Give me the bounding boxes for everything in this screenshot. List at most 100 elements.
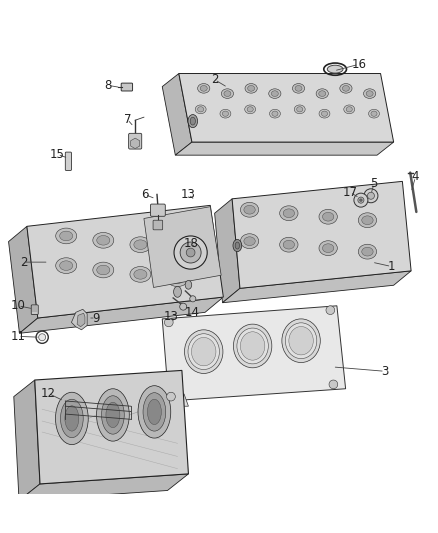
Ellipse shape [268,89,281,99]
Ellipse shape [185,280,192,289]
Text: 5: 5 [370,177,378,190]
Ellipse shape [138,386,171,438]
Ellipse shape [293,84,305,93]
Polygon shape [215,199,240,303]
Circle shape [354,193,368,207]
Ellipse shape [97,236,110,245]
Ellipse shape [237,328,268,364]
Circle shape [186,248,195,257]
Ellipse shape [245,105,256,114]
Ellipse shape [195,105,206,114]
Ellipse shape [190,117,195,125]
Ellipse shape [282,319,320,362]
Circle shape [367,192,374,199]
Text: 10: 10 [11,300,25,312]
Polygon shape [175,142,394,155]
Ellipse shape [200,85,207,91]
Ellipse shape [56,392,88,445]
Ellipse shape [289,327,313,355]
Circle shape [364,189,378,203]
Ellipse shape [295,85,302,91]
Ellipse shape [269,109,280,118]
Ellipse shape [56,258,77,273]
FancyBboxPatch shape [121,83,133,91]
Ellipse shape [171,274,184,284]
Ellipse shape [106,402,120,427]
Ellipse shape [322,212,334,221]
Text: 3: 3 [381,365,389,378]
Circle shape [166,392,175,401]
Ellipse shape [343,85,350,91]
Text: 12: 12 [40,386,55,400]
Circle shape [360,199,362,201]
Circle shape [326,306,335,314]
Circle shape [180,242,201,263]
Polygon shape [19,297,223,333]
Ellipse shape [220,109,231,118]
Ellipse shape [247,85,254,91]
Ellipse shape [286,323,317,359]
Ellipse shape [167,271,188,287]
Ellipse shape [93,232,114,248]
Text: 2: 2 [211,73,219,86]
Ellipse shape [322,244,334,253]
Text: 8: 8 [104,79,111,92]
Ellipse shape [171,244,184,254]
Ellipse shape [368,109,379,118]
Text: 13: 13 [163,310,178,323]
Ellipse shape [358,244,377,259]
FancyBboxPatch shape [150,204,165,216]
Ellipse shape [247,107,253,112]
Polygon shape [232,181,411,288]
Circle shape [39,334,46,341]
Polygon shape [223,271,411,303]
Ellipse shape [102,395,124,434]
Ellipse shape [358,213,377,228]
Ellipse shape [235,242,240,249]
Ellipse shape [60,261,73,270]
Ellipse shape [319,109,330,118]
Text: 17: 17 [343,186,357,199]
Circle shape [358,197,364,203]
Polygon shape [162,306,346,401]
Ellipse shape [173,286,181,297]
Ellipse shape [60,231,73,241]
FancyBboxPatch shape [65,152,71,171]
Ellipse shape [244,205,255,214]
Ellipse shape [371,111,377,116]
Ellipse shape [130,237,151,253]
Ellipse shape [271,91,278,96]
Ellipse shape [223,111,229,116]
Ellipse shape [240,203,259,217]
Ellipse shape [321,111,328,116]
Ellipse shape [272,111,278,116]
Ellipse shape [188,115,198,128]
Ellipse shape [143,393,166,431]
Ellipse shape [280,237,298,252]
Ellipse shape [233,324,272,368]
Text: 11: 11 [11,330,26,343]
Polygon shape [144,207,221,287]
Circle shape [164,318,173,327]
Ellipse shape [362,247,373,256]
Ellipse shape [283,240,294,249]
FancyBboxPatch shape [31,305,38,314]
Text: 13: 13 [181,188,196,201]
FancyBboxPatch shape [129,133,142,149]
Circle shape [174,236,207,269]
Circle shape [329,380,338,389]
Ellipse shape [319,91,326,96]
Polygon shape [14,380,40,500]
Circle shape [190,296,196,302]
Ellipse shape [297,107,303,112]
Text: 7: 7 [124,113,131,126]
Ellipse shape [148,399,161,425]
Ellipse shape [134,270,147,279]
Ellipse shape [244,237,255,246]
Ellipse shape [319,209,337,224]
Ellipse shape [245,84,257,93]
Polygon shape [162,74,192,155]
Ellipse shape [280,206,298,221]
Text: 16: 16 [351,58,366,71]
Text: 2: 2 [20,256,27,269]
